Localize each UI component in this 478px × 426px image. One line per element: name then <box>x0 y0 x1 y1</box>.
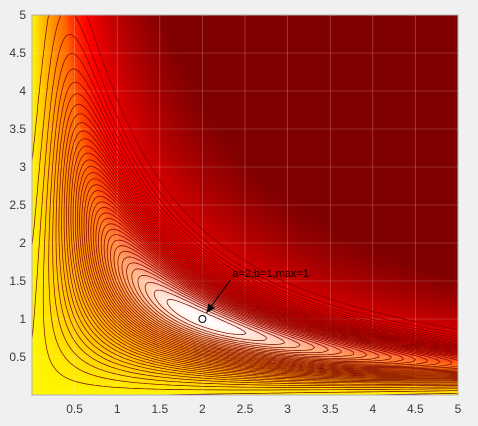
contour-level-23 <box>95 212 441 367</box>
contour-level-24 <box>98 218 429 366</box>
contour-level-9 <box>63 122 459 382</box>
annotation-group: a=2,b=1,max=1 <box>198 268 309 323</box>
contour-level-27 <box>106 234 392 362</box>
y-tick-label-5: 3 <box>19 160 26 174</box>
contour-level-7 <box>58 103 459 384</box>
x-tick-label-9: 5 <box>455 402 462 416</box>
contour-level-25 <box>100 223 417 365</box>
y-tick-label-2: 1.5 <box>9 274 26 288</box>
contour-level-19 <box>85 190 459 372</box>
y-tick-label-3: 2 <box>19 236 26 250</box>
contour-level-29 <box>113 245 368 359</box>
annotation-arrowhead <box>206 303 215 313</box>
axes-border <box>31 14 459 396</box>
contour-level-22 <box>92 207 453 368</box>
x-tick-label-7: 4 <box>369 402 376 416</box>
contour-level-13 <box>72 152 459 378</box>
x-tick-label-5: 3 <box>284 402 291 416</box>
contour-level-6 <box>55 93 459 385</box>
contour-level-3 <box>42 52 459 391</box>
contour-level-33 <box>131 268 316 351</box>
x-tick-label-8: 4.5 <box>407 402 424 416</box>
contour-level-31 <box>121 256 342 356</box>
y-tick-label-9: 5 <box>19 8 26 22</box>
contour-level-16 <box>79 172 459 375</box>
contour-level-21 <box>90 201 459 370</box>
x-tick-label-1: 1 <box>114 402 121 416</box>
contour-level-5 <box>52 81 459 387</box>
contour-level-30 <box>117 250 355 358</box>
contour-level-20 <box>88 195 459 371</box>
contour-level-0 <box>31 14 459 330</box>
y-tick-label-0: 0.5 <box>9 350 26 364</box>
contour-level-35 <box>144 281 285 345</box>
contour-level-15 <box>77 166 459 376</box>
y-axis-ticks: 0.5 1 1.5 2 2.5 3 3.5 4 4.5 5 <box>9 8 26 364</box>
contour-level-18 <box>83 184 459 373</box>
y-tick-label-8: 4.5 <box>9 46 26 60</box>
contour-level-4 <box>48 68 459 388</box>
x-axis-ticks: 0.5 1 1.5 2 2.5 3 3.5 4 4.5 5 <box>66 402 461 416</box>
contour-level-17 <box>81 178 459 374</box>
contour-level-14 <box>74 159 459 377</box>
contour-level-8 <box>61 113 459 383</box>
x-tick-label-4: 2.5 <box>237 402 254 416</box>
contour-level-32 <box>126 262 329 354</box>
y-tick-label-7: 4 <box>19 84 26 98</box>
contour-level-26 <box>103 228 404 364</box>
y-tick-label-4: 2.5 <box>9 198 26 212</box>
annotation-label: a=2,b=1,max=1 <box>232 268 309 280</box>
contour-level-37 <box>166 299 247 335</box>
contour-level-28 <box>110 239 380 361</box>
plot-area[interactable] <box>31 14 459 396</box>
contour-level-12 <box>70 145 459 379</box>
x-tick-label-3: 2 <box>199 402 206 416</box>
heatmap-surface <box>32 15 458 395</box>
data-marker <box>198 315 207 323</box>
contour-level-10 <box>66 130 459 381</box>
x-tick-label-2: 1.5 <box>151 402 168 416</box>
contour-lines <box>31 14 459 396</box>
y-tick-label-1: 1 <box>19 312 26 326</box>
contour-level-11 <box>68 138 459 379</box>
x-tick-label-0: 0.5 <box>66 402 83 416</box>
x-tick-label-6: 3.5 <box>322 402 339 416</box>
y-tick-label-6: 3.5 <box>9 122 26 136</box>
